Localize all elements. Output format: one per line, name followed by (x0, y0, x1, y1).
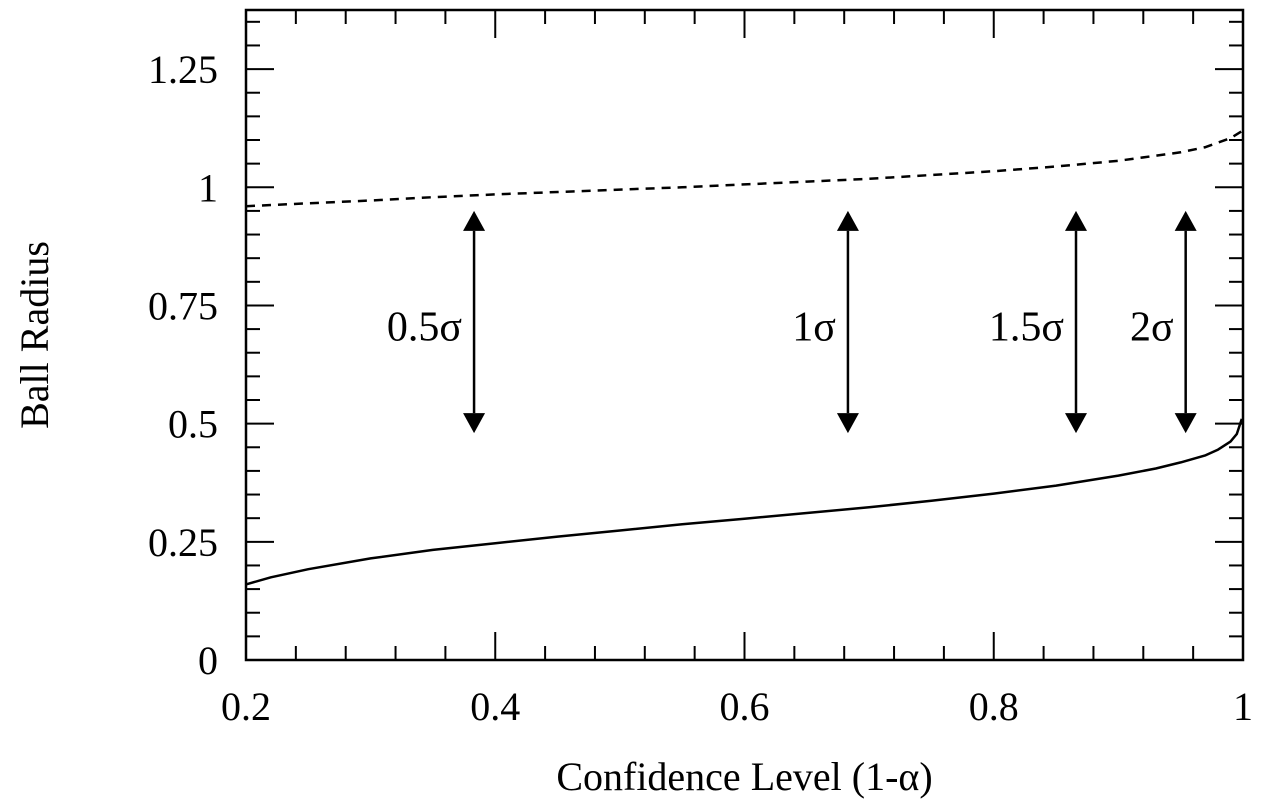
x-axis-title: Confidence Level (1-α) (556, 754, 932, 799)
arrow-head-up (463, 210, 486, 231)
arrow-head-down (836, 413, 859, 434)
arrow-head-up (1174, 210, 1197, 231)
dashed-series-line (245, 129, 1244, 208)
y-tick-label: 0 (198, 638, 218, 683)
y-tick-labels: 0 0.25 0.5 0.75 1 1.25 (148, 47, 218, 683)
x-tick-labels: 0.2 0.4 0.6 0.8 1 (221, 684, 1253, 729)
x-tick-label: 0.4 (470, 684, 520, 729)
sigma-arrow: 1σ (792, 210, 859, 434)
minor-ticks (246, 10, 1243, 660)
sigma-label: 0.5σ (387, 305, 462, 351)
sigma-label: 1σ (792, 305, 836, 351)
x-tick-label: 0.2 (221, 684, 271, 729)
arrow-head-down (1174, 413, 1197, 434)
x-tick-label: 0.8 (969, 684, 1019, 729)
sigma-arrow: 0.5σ (387, 210, 486, 434)
series-layer (245, 129, 1244, 586)
y-tick-label: 0.75 (148, 283, 218, 328)
plot-frame (244, 8, 1245, 662)
y-tick-label: 1.25 (148, 47, 218, 92)
annotations-layer: 0.5σ 1σ 1.5σ 2σ (387, 210, 1197, 434)
x-tick-label: 1 (1233, 684, 1253, 729)
sigma-label: 1.5σ (989, 305, 1064, 351)
y-tick-label: 0.5 (168, 402, 218, 447)
x-tick-label: 0.6 (720, 684, 770, 729)
y-tick-label: 1 (198, 165, 218, 210)
solid-series-line (245, 418, 1243, 586)
sigma-arrow: 2σ (1130, 210, 1197, 434)
y-axis-title: Ball Radius (12, 241, 57, 429)
sigma-arrow: 1.5σ (989, 210, 1088, 434)
arrow-head-up (1065, 210, 1088, 231)
sigma-label: 2σ (1130, 305, 1174, 351)
arrow-head-up (836, 210, 859, 231)
arrow-head-down (1065, 413, 1088, 434)
y-tick-label: 0.25 (148, 520, 218, 565)
arrow-head-down (463, 413, 486, 434)
